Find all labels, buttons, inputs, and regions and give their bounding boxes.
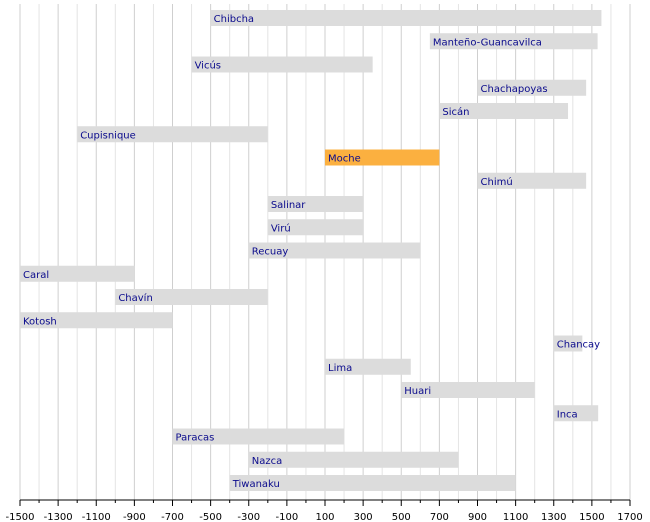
bar bbox=[172, 428, 345, 445]
bar bbox=[439, 103, 569, 119]
bar bbox=[553, 335, 583, 352]
bar bbox=[248, 242, 421, 259]
x-tick-label: 1100 bbox=[503, 512, 528, 522]
x-tick-label: 1300 bbox=[541, 512, 566, 522]
bar-label: Tiwanaku bbox=[232, 479, 280, 490]
x-tick-label: 700 bbox=[430, 512, 449, 522]
x-tick-label: -700 bbox=[161, 512, 184, 522]
bar bbox=[325, 149, 440, 166]
x-tick-label: -100 bbox=[276, 512, 299, 522]
bar-label: Virú bbox=[271, 222, 291, 234]
bar-label: Recuay bbox=[252, 247, 289, 258]
x-tick-label: -1300 bbox=[44, 512, 73, 522]
x-tick-label: 300 bbox=[354, 512, 373, 522]
bar-label: Inca bbox=[557, 409, 578, 420]
bar-label: Salinar bbox=[271, 200, 306, 211]
x-tick-label: 1500 bbox=[579, 512, 604, 522]
bar-label: Chavín bbox=[118, 292, 152, 304]
x-tick-label: -1100 bbox=[82, 512, 111, 522]
x-tick-label: -900 bbox=[123, 512, 146, 522]
bar-label: Cupisnique bbox=[80, 130, 136, 141]
x-tick-label: 500 bbox=[392, 512, 411, 522]
bar bbox=[248, 451, 459, 468]
bar bbox=[267, 196, 364, 212]
bar bbox=[210, 10, 602, 26]
x-tick-label: -500 bbox=[199, 512, 222, 522]
bar-label: Vicús bbox=[195, 60, 221, 72]
bar bbox=[401, 382, 535, 398]
bar bbox=[429, 33, 598, 50]
x-tick-label: 100 bbox=[315, 512, 334, 522]
bar bbox=[553, 405, 599, 422]
bar-label: Kotosh bbox=[23, 316, 57, 327]
bar bbox=[325, 358, 411, 375]
x-tick-label: 1700 bbox=[617, 512, 642, 522]
bar-label: Sicán bbox=[442, 106, 469, 118]
bar bbox=[267, 219, 364, 236]
bar-label: Chancay bbox=[557, 340, 600, 351]
bar bbox=[191, 56, 373, 73]
bar bbox=[20, 265, 135, 282]
bar bbox=[115, 289, 268, 305]
bar bbox=[20, 312, 173, 329]
bar-label: Huari bbox=[404, 386, 431, 397]
x-tick-label: -1500 bbox=[5, 512, 34, 522]
bar-label: Paracas bbox=[176, 433, 215, 444]
bar-label: Manteño-Guancavilca bbox=[433, 37, 542, 48]
bar-label: Caral bbox=[23, 270, 49, 281]
bar bbox=[477, 172, 587, 189]
bar-label: Chimú bbox=[481, 176, 513, 188]
bar-label: Moche bbox=[328, 154, 361, 165]
bar-label: Lima bbox=[328, 363, 352, 374]
bar bbox=[77, 126, 268, 143]
bar-label: Chachapoyas bbox=[481, 84, 548, 95]
bar bbox=[477, 79, 587, 96]
bar-label: Nazca bbox=[252, 456, 282, 467]
bar-label: Chibcha bbox=[214, 14, 254, 25]
bar bbox=[229, 475, 516, 491]
x-tick-label: 900 bbox=[468, 512, 487, 522]
x-tick-label: -300 bbox=[237, 512, 260, 522]
